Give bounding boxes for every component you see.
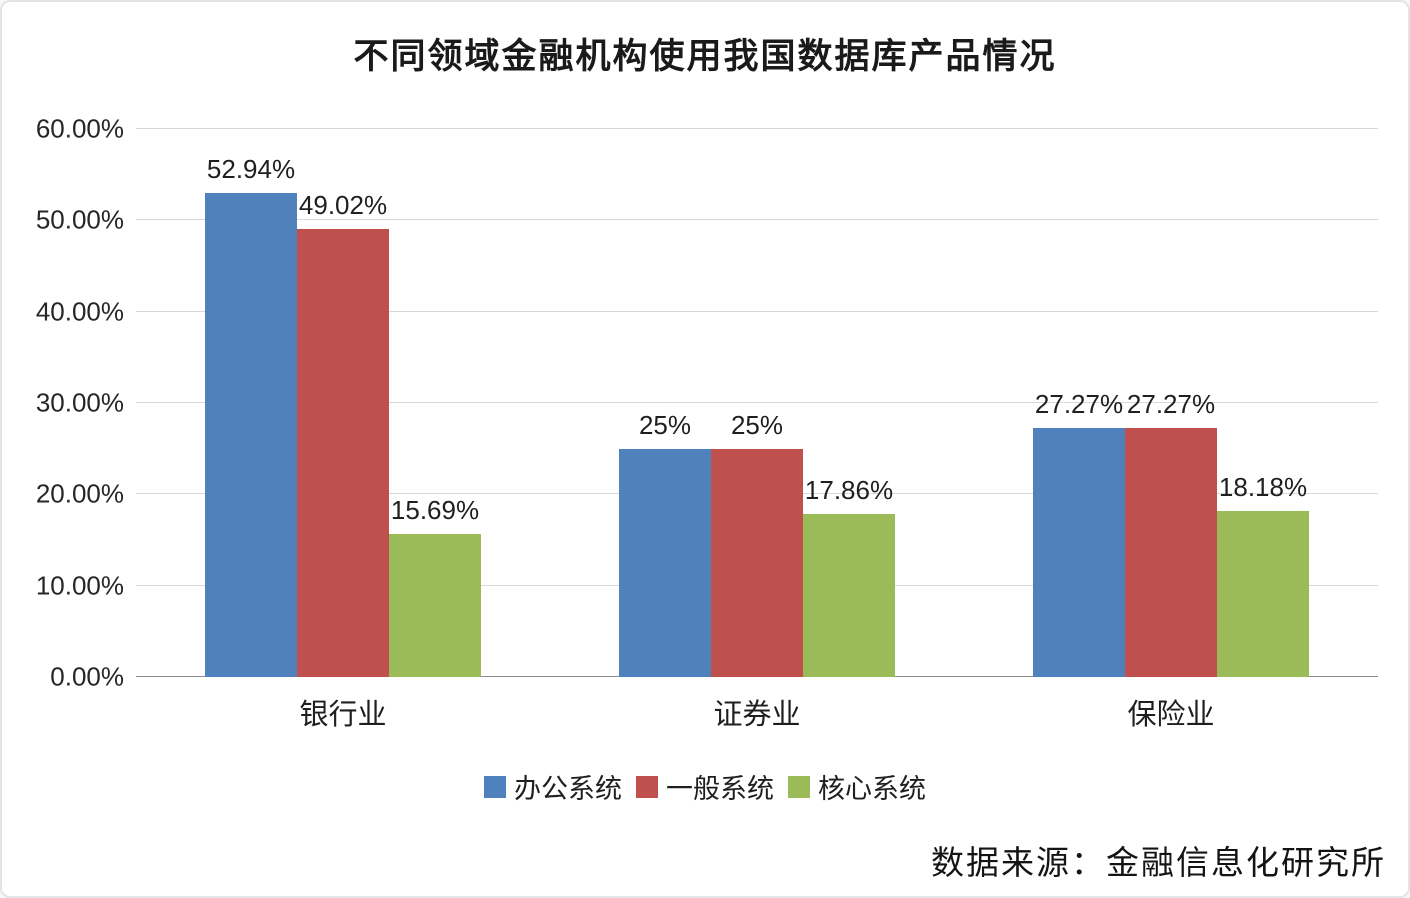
plot-area: 52.94% 49.02% 15.69% 银行业 25% 25% 17.86% 证券业 27.2… [136, 128, 1378, 731]
bar-groups: 52.94% 49.02% 15.69% 银行业 25% 25% 17.86% 证券业 27.2… [136, 129, 1378, 731]
bar-value-label: 18.18% [1218, 471, 1308, 502]
legend-label: 一般系统 [666, 774, 774, 804]
bar-group-1: 52.94% 49.02% 15.69% 银行业 [205, 129, 481, 731]
legend-label: 核心系统 [818, 774, 926, 804]
bar-series3-cat1: 15.69% [389, 495, 481, 677]
source-caption: 数据来源：金融信息化研究所 [931, 846, 1386, 882]
y-gridline [136, 310, 1378, 312]
y-axis-tick-label: 30.00% [35, 387, 124, 418]
legend-label: 办公系统 [514, 774, 622, 804]
bar-value-label: 25% [638, 409, 692, 440]
bar-group-2: 25% 25% 17.86% 证券业 [619, 129, 895, 731]
legend-item-2: 一般系统 [636, 767, 774, 806]
bar-group-3: 27.27% 27.27% 18.18% 保险业 [1033, 129, 1309, 731]
category-label: 证券业 [713, 699, 801, 731]
bar-series3-cat2: 17.86% [803, 475, 895, 677]
y-axis: 0.00% 10.00% 20.00% 30.00% 40.00% 50.00% 60.00… [24, 114, 136, 692]
y-axis-tick-label: 60.00% [35, 113, 124, 144]
bar-series2-cat1: 49.02% [297, 190, 389, 677]
bar-series3-cat3: 18.18% [1217, 472, 1309, 677]
bar-value-label: 15.69% [390, 494, 480, 525]
bar-value-label: 27.27% [1126, 388, 1216, 419]
bar-series1-cat2: 25% [619, 410, 711, 677]
legend: 办公系统 一般系统 核心系统 [2, 767, 1408, 806]
legend-swatch [636, 775, 658, 798]
chart-area: 0.00% 10.00% 20.00% 30.00% 40.00% 50.00% 60.00… [24, 114, 1378, 731]
category-label: 保险业 [1127, 699, 1215, 731]
category-label: 银行业 [299, 699, 387, 731]
y-gridline [136, 219, 1378, 221]
bar-value-label: 25% [730, 409, 784, 440]
bar-series1-cat1: 52.94% [205, 154, 297, 677]
bar-series2-cat2: 25% [711, 410, 803, 677]
y-axis-tick-label: 50.00% [35, 204, 124, 235]
chart-title: 不同领域金融机构使用我国数据库产品情况 [353, 37, 1057, 76]
bar-series1-cat3: 27.27% [1033, 389, 1125, 677]
legend-item-3: 核心系统 [788, 767, 926, 806]
y-axis-tick-label: 40.00% [35, 296, 124, 327]
legend-item-1: 办公系统 [484, 767, 622, 806]
y-gridline [136, 128, 1378, 129]
bar-series2-cat3: 27.27% [1125, 389, 1217, 677]
y-axis-tick-label: 20.00% [35, 478, 124, 509]
y-axis-tick-label: 0.00% [50, 661, 124, 692]
y-gridline [136, 402, 1378, 403]
bar-value-label: 27.27% [1034, 388, 1124, 419]
bar-value-label: 52.94% [206, 154, 296, 185]
bar-value-label: 49.02% [298, 190, 388, 221]
bar-value-label: 17.86% [804, 474, 894, 505]
legend-swatch [484, 775, 506, 798]
legend-swatch [788, 775, 810, 798]
y-axis-tick-label: 10.00% [35, 570, 124, 601]
